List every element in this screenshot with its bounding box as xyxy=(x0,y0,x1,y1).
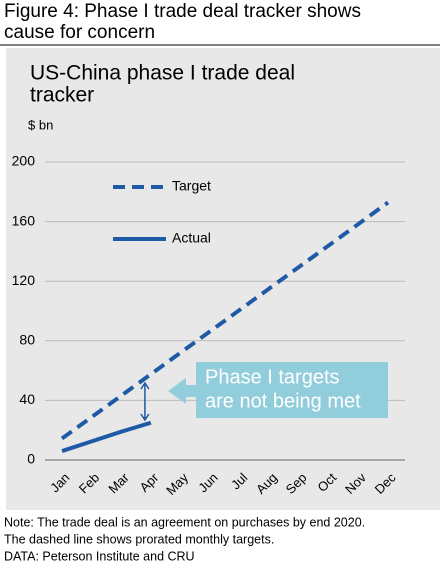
y-tick-label: 0 xyxy=(27,451,35,467)
line-series xyxy=(60,200,390,441)
annotation-box xyxy=(196,362,388,418)
figure-title: Figure 4: Phase I trade deal tracker sho… xyxy=(4,1,361,22)
chart-background xyxy=(6,48,440,510)
chart-title: US-China phase I trade deal xyxy=(30,62,295,85)
y-tick-label: 40 xyxy=(19,391,35,407)
legend-label: Actual xyxy=(172,230,211,246)
y-axis-label: $ bn xyxy=(28,117,53,132)
note: Note: The trade deal is an agreement on … xyxy=(4,515,365,529)
y-tick-label: 120 xyxy=(12,272,36,288)
gap-arrow xyxy=(140,381,150,422)
y-tick-label: 200 xyxy=(12,153,36,169)
note: DATA: Peterson Institute and CRU xyxy=(4,549,195,563)
y-tick-label: 80 xyxy=(19,332,35,348)
y-tick-label: 160 xyxy=(12,212,36,228)
note: The dashed line shows prorated monthly t… xyxy=(4,532,274,546)
figure-title: cause for concern xyxy=(4,22,155,43)
annotation-arrow xyxy=(168,378,196,404)
line-series xyxy=(61,420,152,453)
annotation-text: are not being met xyxy=(205,390,361,412)
chart-title: tracker xyxy=(30,84,94,107)
annotation-text: Phase I targets xyxy=(205,366,340,388)
legend-label: Target xyxy=(172,178,211,194)
